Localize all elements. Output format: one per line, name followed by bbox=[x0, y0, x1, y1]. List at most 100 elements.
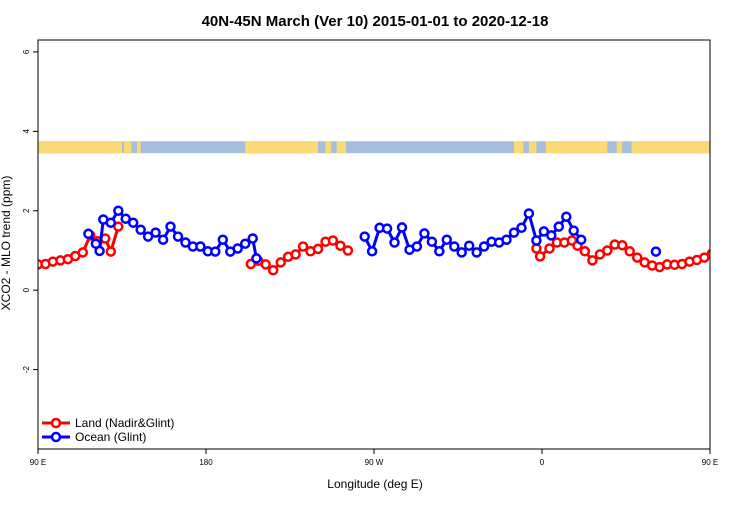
legend-ocean-marker bbox=[50, 431, 62, 443]
series-land-point-2-7 bbox=[579, 246, 591, 257]
series-land-point-1-13 bbox=[342, 245, 354, 256]
band-land-1 bbox=[123, 141, 132, 154]
series-ocean-point-1-27 bbox=[561, 211, 572, 222]
series-ocean-point-1-12 bbox=[449, 241, 460, 252]
series-ocean-point-1-29 bbox=[575, 234, 587, 245]
series-ocean-point-1-13 bbox=[456, 247, 467, 258]
band-land-10 bbox=[631, 141, 710, 154]
series-ocean bbox=[83, 205, 750, 264]
series-land-point-2-10 bbox=[602, 245, 613, 256]
series-land-point-1-9 bbox=[312, 243, 324, 255]
series-land-point-2-8 bbox=[587, 255, 598, 266]
series-ocean-point-1-9 bbox=[426, 236, 438, 247]
series-ocean-point-1-15 bbox=[471, 247, 482, 258]
x-tick-label-2: 90 W bbox=[365, 458, 384, 467]
series-ocean-point-1-8 bbox=[419, 228, 430, 239]
series-ocean-point-0-23 bbox=[247, 233, 258, 244]
surface-band bbox=[38, 141, 710, 154]
series-ocean-point-0-13 bbox=[172, 231, 184, 242]
x-tick-label-3: 0 bbox=[540, 458, 545, 467]
series-land-point-1-7 bbox=[297, 241, 309, 252]
band-land-4 bbox=[325, 141, 332, 154]
series-ocean-point-3-5 bbox=[742, 207, 750, 215]
series-ocean-point-0-22 bbox=[239, 238, 251, 249]
series-land-point-1-6 bbox=[290, 249, 301, 260]
chart-title: 40N-45N March (Ver 10) 2015-01-01 to 202… bbox=[202, 13, 549, 30]
series-ocean-point-3-3 bbox=[727, 216, 735, 224]
x-axis-label: Longitude (deg E) bbox=[327, 477, 422, 491]
series-ocean-point-1-23 bbox=[531, 235, 542, 246]
series-ocean-point-1-20 bbox=[508, 227, 520, 238]
series-land-point-1-12 bbox=[335, 240, 346, 251]
series-ocean-point-1-25 bbox=[546, 230, 557, 241]
series-ocean-point-0-8 bbox=[135, 224, 146, 236]
series-ocean-point-0-4 bbox=[105, 217, 117, 228]
series-ocean-point-0-11 bbox=[157, 234, 169, 245]
legend-ocean-label: Ocean (Glint) bbox=[75, 430, 146, 444]
series-ocean-point-1-22 bbox=[523, 208, 535, 219]
series-land-point-1-11 bbox=[327, 235, 339, 246]
series-ocean-point-1-1 bbox=[366, 246, 378, 257]
series-ocean-point-0-5 bbox=[113, 205, 124, 216]
legend-land-marker bbox=[50, 417, 62, 429]
series-ocean-point-1-0 bbox=[359, 231, 370, 242]
series-ocean-point-0-2 bbox=[94, 245, 105, 257]
x-tick-label-1: 180 bbox=[199, 458, 213, 467]
band-land-3 bbox=[245, 141, 318, 154]
series-ocean-point-0-21 bbox=[232, 243, 243, 254]
series-ocean-point-1-19 bbox=[501, 234, 512, 245]
series-land-point-0-6 bbox=[77, 247, 89, 258]
series-ocean-point-0-10 bbox=[150, 227, 161, 238]
series-layer bbox=[38, 205, 750, 276]
series-ocean-point-3-4 bbox=[734, 219, 742, 227]
band-land-0 bbox=[38, 141, 122, 154]
series-ocean-line-3 bbox=[716, 211, 750, 251]
series-ocean-point-1-14 bbox=[463, 240, 475, 251]
band-land-5 bbox=[336, 141, 346, 154]
series-ocean-point-0-9 bbox=[142, 231, 154, 242]
series-ocean-point-1-21 bbox=[516, 222, 527, 234]
y-tick-label-0: -2 bbox=[22, 365, 31, 373]
band-land-9 bbox=[616, 141, 623, 154]
series-ocean-point-1-10 bbox=[434, 246, 445, 257]
series-ocean-point-0-7 bbox=[127, 217, 139, 228]
y-tick-label-1: 0 bbox=[22, 287, 31, 292]
band-land-7 bbox=[528, 141, 537, 154]
series-ocean-point-3-1 bbox=[719, 240, 727, 248]
series-ocean-point-3-2 bbox=[723, 247, 731, 255]
band-land-8 bbox=[545, 141, 608, 154]
series-ocean-point-2-0 bbox=[650, 246, 662, 257]
series-ocean-point-1-3 bbox=[381, 223, 393, 234]
series-land-point-0-10 bbox=[105, 246, 117, 257]
series-ocean-point-0-18 bbox=[210, 246, 221, 257]
series-land-point-2-27 bbox=[728, 235, 736, 243]
band-land-6 bbox=[514, 141, 524, 154]
y-axis-label: XCO2 - MLO trend (ppm) bbox=[0, 176, 13, 311]
band-ocean bbox=[38, 141, 710, 154]
series-ocean-point-0-6 bbox=[120, 213, 131, 224]
series-ocean-point-1-11 bbox=[441, 234, 453, 245]
series-ocean-point-1-7 bbox=[411, 241, 423, 252]
series-land-point-1-4 bbox=[275, 257, 286, 268]
series-land-point-2-29 bbox=[742, 223, 750, 231]
legend: Land (Nadir&Glint)Ocean (Glint) bbox=[42, 416, 174, 444]
y-tick-label-2: 2 bbox=[22, 208, 31, 213]
series-ocean-point-1-28 bbox=[568, 225, 579, 236]
series-land-point-2-23 bbox=[699, 252, 710, 263]
series-land-point-2-28 bbox=[734, 248, 742, 256]
y-tick-label-3: 4 bbox=[22, 129, 31, 134]
series-ocean-point-1-16 bbox=[478, 241, 490, 252]
series-land-point-2-13 bbox=[624, 246, 635, 257]
axes: 90 E 180 90 W 0 90 E -2 0 2 4 6 bbox=[22, 49, 718, 467]
series-ocean-point-0-19 bbox=[217, 234, 229, 245]
x-tick-label-4: 90 E bbox=[702, 458, 718, 467]
series-ocean-point-0-12 bbox=[165, 221, 176, 232]
series-ocean-point-1-4 bbox=[389, 237, 400, 248]
series-land-point-2-12 bbox=[617, 240, 628, 251]
legend-land-label: Land (Nadir&Glint) bbox=[75, 416, 174, 430]
x-tick-label-0: 90 E bbox=[30, 458, 46, 467]
y-tick-label-4: 6 bbox=[22, 49, 31, 54]
series-land-point-2-24 bbox=[706, 248, 710, 259]
series-ocean-point-0-0 bbox=[83, 228, 94, 240]
